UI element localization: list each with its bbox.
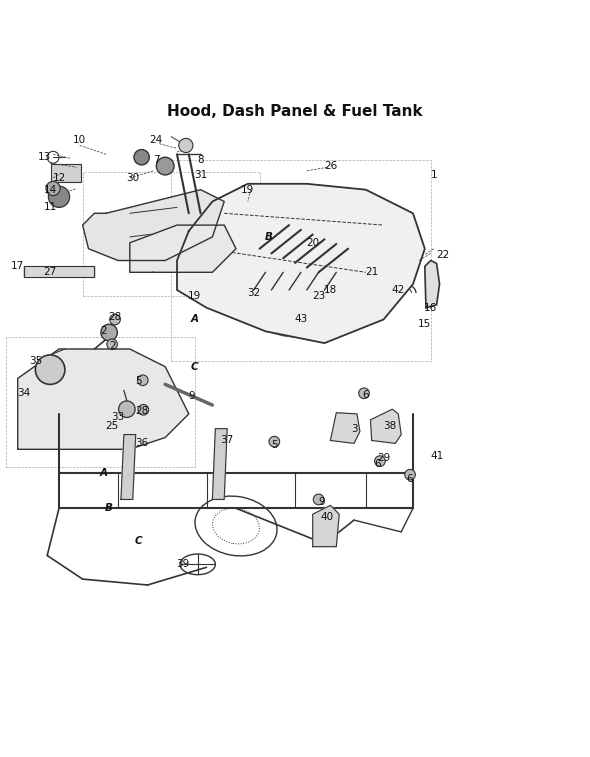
Circle shape [134, 150, 149, 165]
Text: 9: 9 [318, 497, 325, 507]
Text: C: C [191, 362, 198, 372]
Bar [24, 266, 94, 277]
Text: 42: 42 [392, 285, 405, 295]
Circle shape [137, 375, 148, 385]
Text: 29: 29 [377, 453, 390, 463]
Text: 27: 27 [44, 267, 57, 277]
Text: 10: 10 [73, 135, 86, 145]
Text: C: C [135, 536, 142, 546]
Polygon shape [212, 428, 227, 500]
Circle shape [107, 339, 117, 350]
Text: 33: 33 [112, 412, 124, 422]
Circle shape [48, 186, 70, 207]
Text: 28: 28 [135, 406, 148, 416]
Text: 1: 1 [430, 170, 437, 180]
Text: A: A [99, 468, 107, 478]
Text: 2: 2 [109, 341, 116, 351]
Polygon shape [83, 190, 224, 260]
Text: 15: 15 [418, 319, 431, 329]
Circle shape [138, 404, 149, 415]
Text: 8: 8 [197, 155, 204, 165]
Circle shape [101, 324, 117, 341]
Text: 34: 34 [17, 388, 30, 398]
Text: 5: 5 [271, 440, 278, 450]
Circle shape [46, 182, 60, 195]
Circle shape [359, 388, 369, 398]
Text: B: B [105, 503, 113, 513]
Text: 31: 31 [194, 170, 207, 180]
Polygon shape [177, 184, 425, 343]
FancyBboxPatch shape [51, 164, 81, 182]
Circle shape [156, 157, 174, 175]
Text: 18: 18 [324, 285, 337, 295]
Circle shape [35, 355, 65, 385]
Text: 39: 39 [176, 559, 189, 569]
Text: 11: 11 [44, 202, 57, 213]
Text: 9: 9 [188, 391, 195, 401]
Text: 40: 40 [321, 512, 334, 522]
Text: 26: 26 [324, 161, 337, 171]
Text: 20: 20 [306, 238, 319, 248]
Text: 22: 22 [436, 250, 449, 260]
Polygon shape [371, 410, 401, 444]
Text: 21: 21 [365, 267, 378, 277]
Text: 17: 17 [11, 261, 24, 272]
Text: 3: 3 [350, 424, 358, 434]
Text: Hood, Dash Panel & Fuel Tank: Hood, Dash Panel & Fuel Tank [167, 104, 423, 119]
Polygon shape [313, 506, 339, 547]
Text: 38: 38 [383, 421, 396, 431]
Circle shape [269, 436, 280, 447]
Text: 5: 5 [135, 376, 142, 387]
Text: 19: 19 [241, 185, 254, 195]
Text: 30: 30 [126, 173, 139, 183]
Text: 36: 36 [135, 438, 148, 448]
Text: 43: 43 [294, 314, 307, 325]
Circle shape [405, 469, 415, 480]
Circle shape [119, 401, 135, 417]
Text: 23: 23 [312, 291, 325, 301]
Circle shape [179, 139, 193, 152]
Text: 2: 2 [100, 326, 107, 336]
Text: 19: 19 [188, 291, 201, 301]
Circle shape [375, 456, 385, 466]
Polygon shape [18, 349, 189, 450]
Text: 6: 6 [407, 474, 414, 484]
Text: 35: 35 [29, 356, 42, 366]
Text: 25: 25 [106, 421, 119, 431]
Text: A: A [191, 314, 199, 325]
Polygon shape [330, 413, 360, 444]
Polygon shape [121, 435, 136, 500]
Circle shape [313, 494, 324, 505]
Text: 6: 6 [374, 459, 381, 469]
Text: 37: 37 [221, 435, 234, 445]
Text: 12: 12 [53, 173, 65, 183]
Text: 28: 28 [109, 312, 122, 322]
Polygon shape [130, 225, 236, 273]
Text: 13: 13 [38, 152, 51, 162]
Text: 41: 41 [430, 451, 443, 461]
Text: 6: 6 [362, 390, 369, 400]
Polygon shape [425, 260, 440, 307]
Text: 32: 32 [247, 288, 260, 298]
Text: 7: 7 [153, 155, 160, 165]
Text: 14: 14 [44, 185, 57, 195]
Text: 24: 24 [150, 135, 163, 145]
Text: 16: 16 [424, 303, 437, 313]
Circle shape [110, 314, 120, 325]
Text: B: B [264, 232, 273, 242]
